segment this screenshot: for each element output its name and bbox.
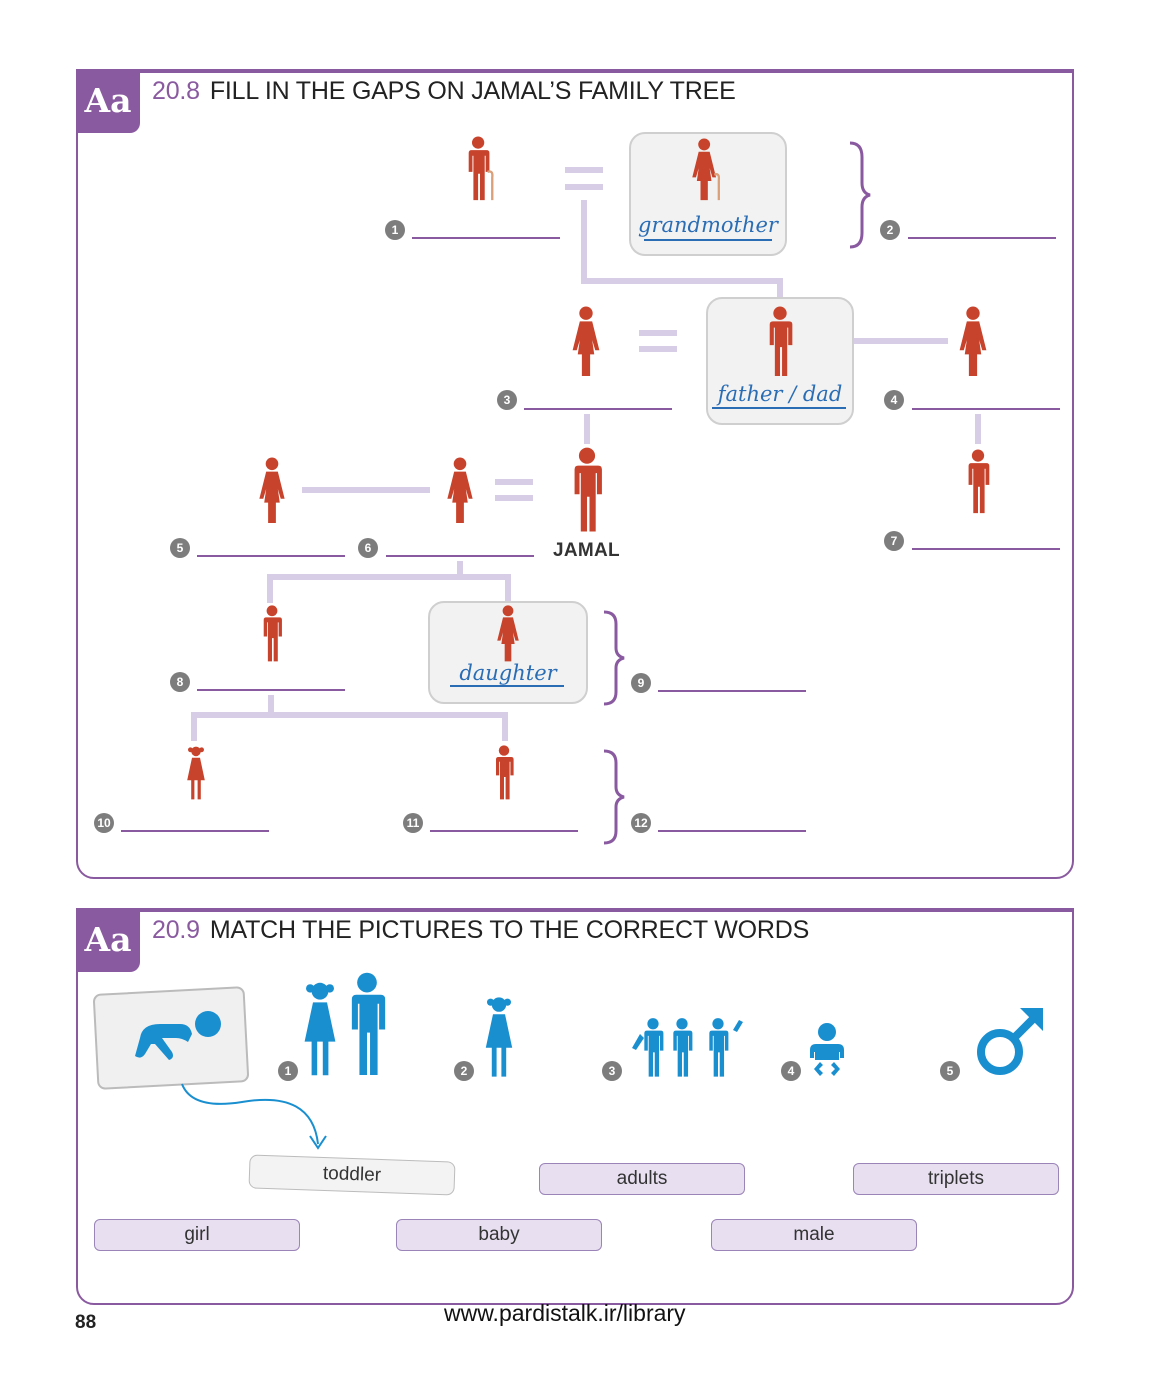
- page-number: 88: [75, 1312, 97, 1333]
- picture-number: 3: [602, 1061, 622, 1081]
- gap-number: 8: [170, 672, 190, 692]
- gap-number: 4: [884, 390, 904, 410]
- daughter-underline: [450, 685, 564, 687]
- gap-number: 2: [880, 220, 900, 240]
- exercise-number: 20.9: [152, 916, 200, 944]
- vocabulary-badge: Aa: [76, 908, 140, 972]
- gap-number: 6: [358, 538, 378, 558]
- gap-number: 7: [884, 531, 904, 551]
- gap-5-answer-line[interactable]: [197, 555, 345, 557]
- gap-number: 5: [170, 538, 190, 558]
- family-tree-connectors: [191, 141, 981, 845]
- wife-figure: [447, 457, 473, 524]
- son-figure: [263, 605, 282, 662]
- gap-12-answer-line[interactable]: [658, 830, 806, 832]
- watermark-url: www.pardistalk.ir/library: [444, 1300, 686, 1326]
- grandmother-figure: [690, 138, 721, 202]
- daughter-answer: daughter: [459, 661, 557, 685]
- gap-number: 1: [385, 220, 405, 240]
- sister-in-law-figure: [259, 457, 285, 524]
- exercise-20-8-panel: Aa 20.8 FILL IN THE GAPS ON JAMAL’S FAMIL…: [76, 69, 1074, 879]
- picture-number: 2: [454, 1061, 474, 1081]
- picture-icons: [135, 972, 1043, 1150]
- adults-man-icon: [351, 972, 386, 1075]
- word-girl[interactable]: girl: [94, 1219, 300, 1251]
- father-underline: [712, 407, 846, 409]
- exercise-title: 20.8 FILL IN THE GAPS ON JAMAL’S FAMILY T…: [152, 77, 736, 106]
- exercise-20-9-panel: Aa 20.9 MATCH THE PICTURES TO THE CORRECT…: [76, 908, 1074, 1305]
- gap-number: 12: [631, 813, 651, 833]
- gap-number: 9: [631, 673, 651, 693]
- grandson-figure: [496, 745, 514, 800]
- word-triplets[interactable]: triplets: [853, 1163, 1059, 1195]
- gap-8-answer-line[interactable]: [197, 689, 345, 691]
- gap-10-answer-line[interactable]: [121, 830, 269, 832]
- gap-3-answer-line[interactable]: [524, 408, 672, 410]
- grandmother-underline: [644, 239, 772, 241]
- gap-1-answer-line[interactable]: [412, 237, 560, 239]
- adults-woman-icon: [304, 982, 336, 1076]
- example-word-toddler: toddler: [248, 1154, 456, 1196]
- toddler-icon: [135, 1011, 221, 1060]
- daughter-figure: [497, 605, 519, 662]
- exercise-number: 20.8: [152, 77, 200, 105]
- gap-2-answer-line[interactable]: [908, 237, 1056, 239]
- exercise-title-text: MATCH THE PICTURES TO THE CORRECT WORDS: [209, 916, 810, 944]
- vocabulary-badge: Aa: [76, 69, 140, 133]
- family-tree-figures: [187, 136, 990, 800]
- girl-icon: [485, 997, 513, 1077]
- gap-number: 10: [94, 813, 114, 833]
- triplets-icon: [632, 1018, 743, 1077]
- mother-figure: [572, 306, 600, 376]
- male-symbol-icon: [977, 1016, 1036, 1075]
- aunt-figure: [959, 306, 987, 376]
- exercise-title: 20.9 MATCH THE PICTURES TO THE CORRECT WO…: [152, 916, 809, 945]
- gap-11-answer-line[interactable]: [430, 830, 578, 832]
- gap-7-answer-line[interactable]: [912, 548, 1060, 550]
- grandmother-answer: grandmother: [638, 213, 778, 237]
- picture-number: 5: [940, 1061, 960, 1081]
- father-answer: father / dad: [717, 382, 843, 406]
- word-adults[interactable]: adults: [539, 1163, 745, 1195]
- granddaughter-figure: [187, 746, 205, 800]
- gap-4-answer-line[interactable]: [912, 408, 1060, 410]
- baby-icon: [810, 1023, 844, 1076]
- word-baby[interactable]: baby: [396, 1219, 602, 1251]
- gap-9-answer-line[interactable]: [658, 690, 806, 692]
- word-male[interactable]: male: [711, 1219, 917, 1251]
- cousin-figure: [968, 449, 990, 514]
- jamal-figure: [574, 447, 602, 532]
- gap-number: 11: [403, 813, 423, 833]
- jamal-label: JAMAL: [553, 540, 620, 561]
- example-arrow: [181, 1083, 327, 1150]
- father-figure: [769, 306, 793, 376]
- gap-number: 3: [497, 390, 517, 410]
- exercise-title-text: FILL IN THE GAPS ON JAMAL’S FAMILY TREE: [209, 77, 736, 105]
- gap-6-answer-line[interactable]: [386, 555, 534, 557]
- grandfather-figure: [467, 136, 494, 202]
- picture-number: 4: [781, 1061, 801, 1081]
- picture-number: 1: [278, 1061, 298, 1081]
